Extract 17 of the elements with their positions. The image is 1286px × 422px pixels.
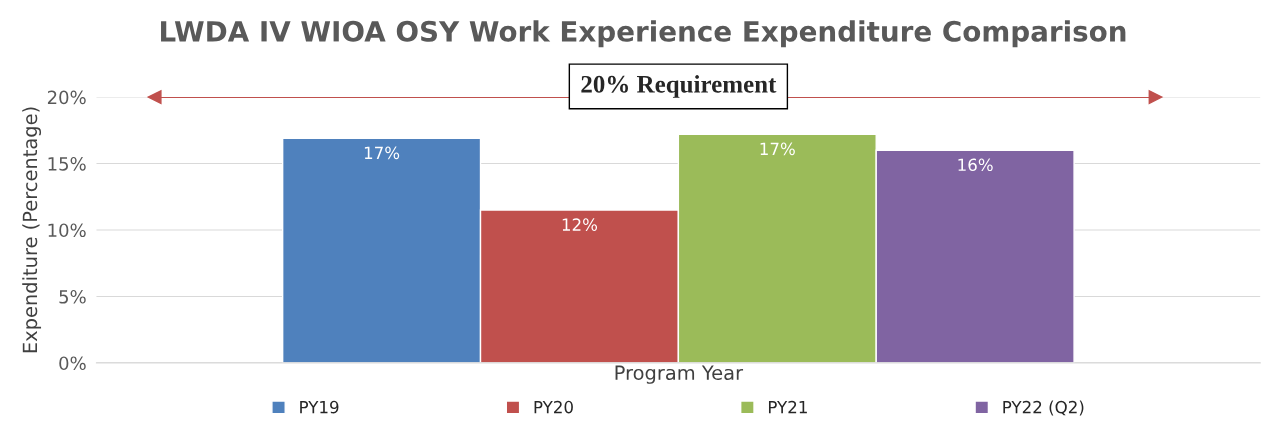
y-tick-label: 0% [59,356,86,371]
data-label: 12% [562,218,598,231]
data-label: 17% [364,146,400,160]
x-axis-title: Program Year [615,365,744,384]
y-tick-label: 5% [59,289,86,304]
y-tick-label: 10% [48,223,86,238]
legend-label: PY21 [768,400,807,414]
y-axis-title: Expenditure (Percentage) [22,107,42,353]
legend-label: PY19 [300,400,339,414]
y-tick-label: 15% [48,156,86,171]
data-label: 17% [760,142,795,156]
legend-label: PY22 (Q2) [1003,400,1084,416]
ref-line-label: 20% Requirement [581,75,777,98]
chart-title: LWDA IV WIOA OSY Work Experience Expenditure Comparison [161,20,1126,48]
data-label: 16% [958,158,993,172]
y-tick-label: 20% [47,90,86,105]
legend-label: PY20 [534,400,573,414]
